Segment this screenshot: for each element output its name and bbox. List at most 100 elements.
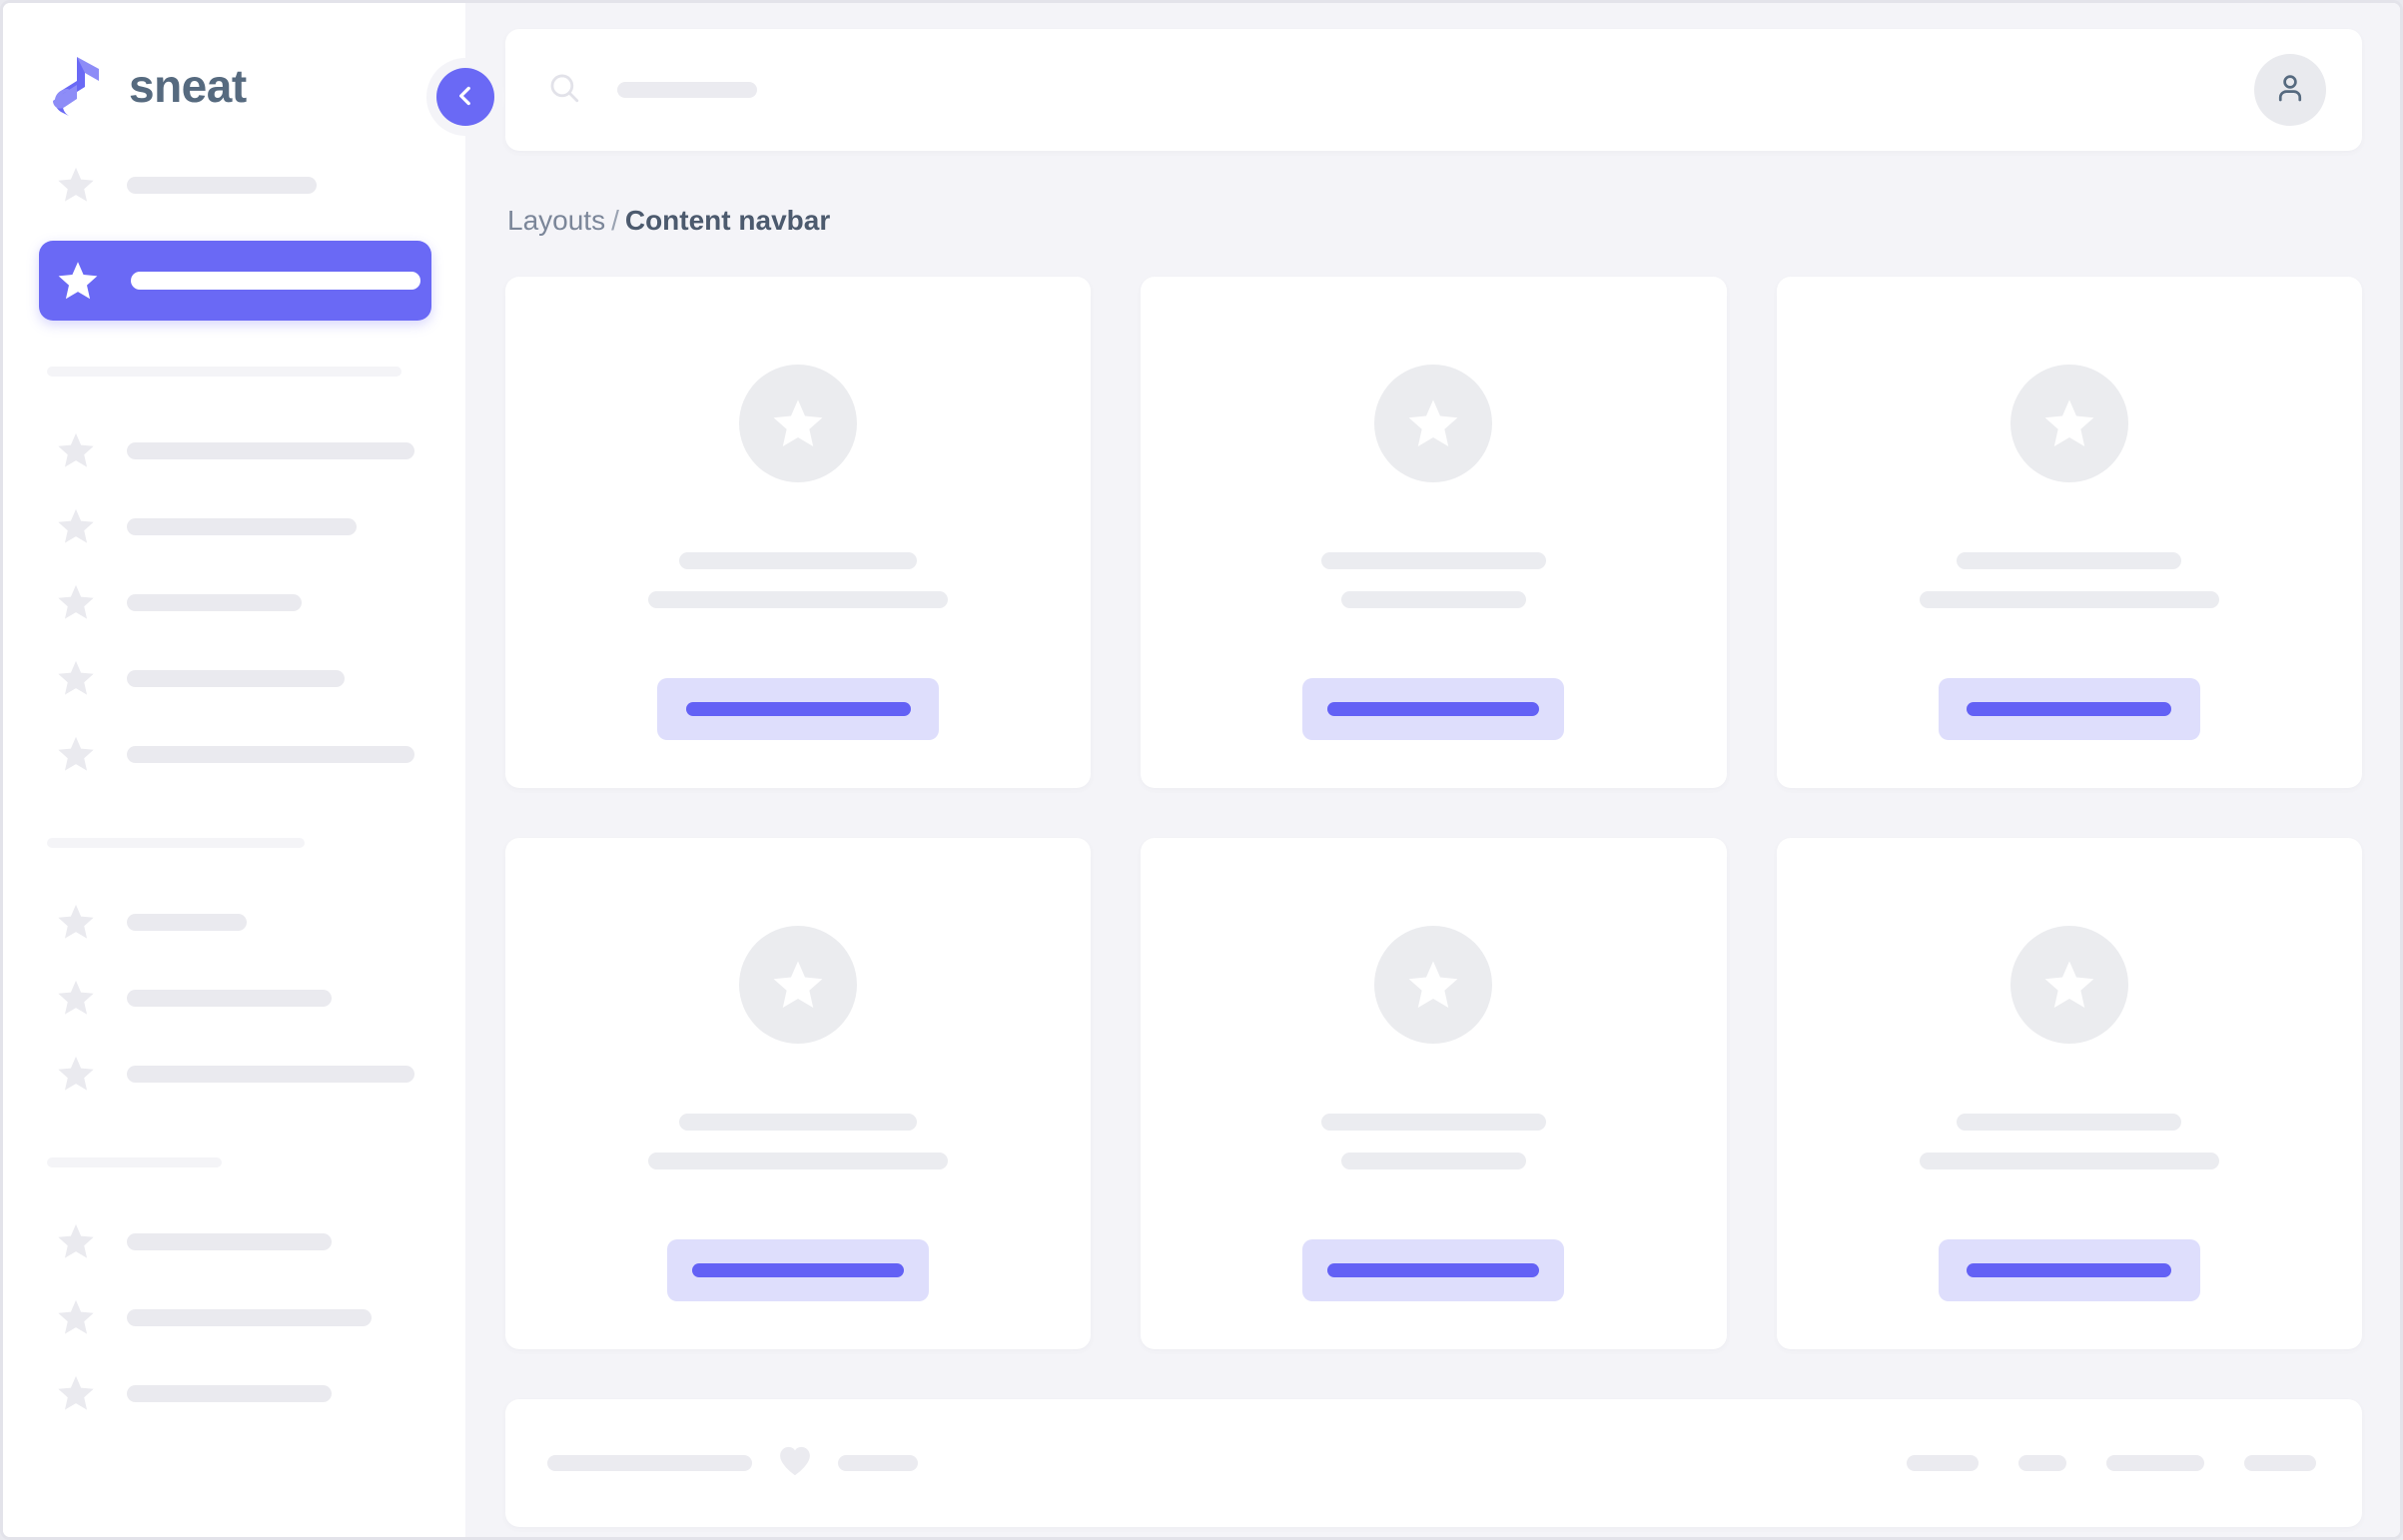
content-card	[1776, 838, 2362, 1349]
content-card	[505, 277, 1092, 788]
star-filled-icon	[2040, 956, 2098, 1014]
sidebar-collapse-wrap	[426, 58, 504, 136]
star-outline-icon	[55, 581, 97, 623]
sidebar-item[interactable]	[3, 884, 465, 960]
card-avatar	[739, 926, 858, 1044]
sidebar-item-label	[127, 1384, 332, 1402]
card-action-button[interactable]	[667, 1239, 930, 1301]
sidebar-item-label	[127, 913, 247, 931]
search-icon	[547, 71, 581, 110]
card-subtitle-placeholder	[1919, 1153, 2219, 1169]
card-text-lines	[505, 1114, 1091, 1169]
sidebar-item[interactable]	[3, 716, 465, 792]
card-avatar	[2009, 926, 2128, 1044]
card-action-button[interactable]	[1302, 1239, 1565, 1301]
sidebar-item[interactable]	[3, 1036, 465, 1112]
card-avatar	[1374, 926, 1493, 1044]
sidebar-collapse-button[interactable]	[436, 68, 494, 126]
page-title: Content navbar	[624, 205, 831, 236]
card-text-lines	[1141, 552, 1726, 608]
star-filled-icon	[769, 394, 827, 452]
card-action-button[interactable]	[1938, 678, 2200, 740]
content-card	[1141, 838, 1727, 1349]
sidebar-item[interactable]	[3, 147, 465, 223]
card-title-placeholder	[1320, 1114, 1546, 1131]
brand-name: sneat	[129, 60, 247, 112]
avatar[interactable]	[2254, 54, 2326, 126]
sidebar-item[interactable]	[3, 960, 465, 1036]
sidebar-item[interactable]	[3, 1279, 465, 1355]
card-action-button[interactable]	[657, 678, 940, 740]
card-avatar	[2009, 365, 2128, 482]
card-action-button-label	[1327, 702, 1540, 716]
card-title-placeholder	[679, 1114, 918, 1131]
card-text-lines	[1777, 1114, 2362, 1169]
content-navbar	[505, 29, 2362, 151]
star-outline-icon	[55, 901, 97, 943]
card-text-lines	[1141, 1114, 1726, 1169]
footer-link[interactable]	[1907, 1455, 1979, 1471]
star-filled-icon	[2040, 394, 2098, 452]
card-grid	[505, 277, 2362, 1349]
card-avatar	[1374, 365, 1493, 482]
breadcrumb: Layouts / Content navbar	[507, 207, 2362, 235]
card-action-button[interactable]	[1302, 678, 1565, 740]
card-text-lines	[505, 552, 1091, 608]
sidebar-item[interactable]	[3, 1355, 465, 1431]
sidebar-item-label	[131, 272, 420, 290]
search-input-placeholder[interactable]	[617, 82, 757, 98]
main-content: Layouts / Content navbar	[465, 3, 2400, 1537]
sidebar-section-divider	[47, 367, 401, 377]
search-group[interactable]	[547, 71, 2254, 110]
star-outline-icon	[55, 1053, 97, 1095]
sidebar-item[interactable]	[3, 412, 465, 488]
sidebar-item-label	[127, 989, 332, 1007]
content-card	[505, 838, 1092, 1349]
footer-links	[1907, 1455, 2316, 1471]
user-avatar-icon	[2272, 70, 2308, 111]
footer-secondary-bar	[838, 1455, 918, 1471]
card-action-button-label	[692, 1263, 905, 1277]
star-outline-icon	[55, 1296, 97, 1338]
sidebar-item[interactable]	[3, 1203, 465, 1279]
card-avatar	[739, 365, 858, 482]
card-subtitle-placeholder	[1340, 591, 1526, 608]
star-filled-icon	[55, 258, 101, 304]
card-text-lines	[1777, 552, 2362, 608]
footer-link[interactable]	[2018, 1455, 2066, 1471]
star-filled-icon	[769, 956, 827, 1014]
star-outline-icon	[55, 1220, 97, 1262]
chevron-left-icon	[452, 83, 478, 112]
sidebar-item-label	[127, 176, 317, 194]
footer-link[interactable]	[2106, 1455, 2204, 1471]
sidebar-item-label	[127, 669, 345, 687]
sidebar-item[interactable]	[3, 488, 465, 564]
brand[interactable]: sneat	[3, 3, 465, 127]
card-action-button-label	[1327, 1263, 1540, 1277]
card-subtitle-placeholder	[648, 1153, 949, 1169]
star-outline-icon	[55, 657, 97, 699]
sidebar-item-active[interactable]	[39, 241, 431, 321]
sidebar-item-label	[127, 1232, 332, 1250]
footer-left	[547, 1445, 918, 1482]
breadcrumb-parent[interactable]: Layouts	[507, 205, 606, 236]
star-outline-icon	[55, 977, 97, 1019]
star-filled-icon	[1404, 956, 1462, 1014]
card-action-button-label	[1967, 702, 2172, 716]
card-subtitle-placeholder	[1919, 591, 2219, 608]
star-outline-icon	[55, 164, 97, 206]
sidebar-item-label	[127, 593, 302, 611]
card-subtitle-placeholder	[1340, 1153, 1526, 1169]
sidebar-nav	[3, 127, 465, 1431]
sidebar-item-label	[127, 1308, 372, 1326]
star-outline-icon	[55, 429, 97, 471]
heart-filled-icon	[778, 1445, 812, 1482]
footer-text-bar	[547, 1455, 752, 1471]
sidebar-item[interactable]	[3, 640, 465, 716]
card-title-placeholder	[679, 552, 918, 569]
footer-link[interactable]	[2244, 1455, 2316, 1471]
card-action-button[interactable]	[1938, 1239, 2200, 1301]
star-outline-icon	[55, 1372, 97, 1414]
sidebar-item[interactable]	[3, 564, 465, 640]
